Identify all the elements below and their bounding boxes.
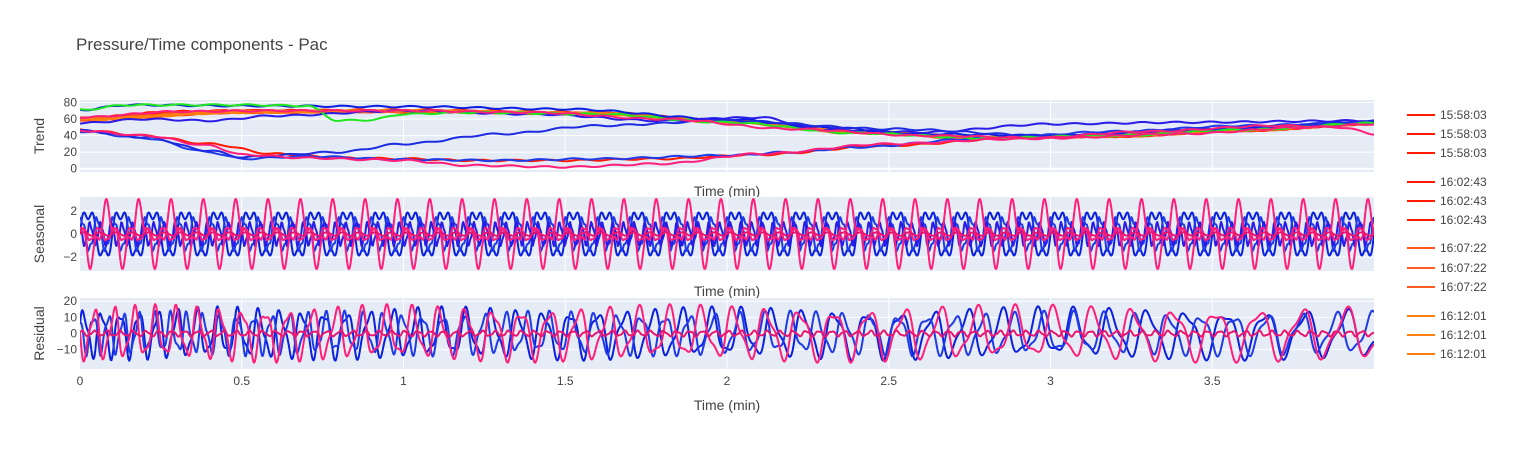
legend-entry[interactable]: 15:58:03 — [1407, 127, 1487, 141]
y-tick-label: 20 — [64, 145, 78, 159]
x-axis-title: Time (min) — [694, 183, 760, 199]
legend-label: 15:58:03 — [1440, 127, 1487, 141]
x-tick-label: 3.5 — [1204, 374, 1221, 388]
x-axis-title: Time (min) — [694, 397, 760, 413]
x-tick-label: 0 — [77, 374, 84, 388]
y-tick-label: 80 — [64, 95, 78, 109]
legend-entry[interactable]: 16:02:43 — [1407, 213, 1487, 227]
legend-label: 16:07:22 — [1440, 280, 1487, 294]
y-tick-label: 20 — [64, 294, 78, 308]
legend-entry[interactable]: 16:07:22 — [1407, 261, 1487, 275]
legend-entry[interactable]: 16:12:01 — [1407, 328, 1487, 342]
x-axis-title: Time (min) — [694, 283, 760, 299]
legend-entry[interactable]: 16:07:22 — [1407, 280, 1487, 294]
x-tick-label: 0.5 — [233, 374, 250, 388]
legend-label: 16:12:01 — [1440, 347, 1487, 361]
y-tick-label: −10 — [57, 343, 78, 357]
chart-title: Pressure/Time components - Pac — [76, 35, 328, 54]
y-tick-label: 40 — [64, 129, 78, 143]
y-tick-label: 10 — [64, 310, 78, 324]
legend-entry[interactable]: 16:07:22 — [1407, 241, 1487, 255]
x-tick-label: 1.5 — [557, 374, 574, 388]
legend-label: 16:07:22 — [1440, 241, 1487, 255]
y-tick-label: −2 — [63, 250, 77, 264]
panel-seasonal: −2 0 2 Time (min) Seasonal — [31, 197, 1374, 299]
legend-entry[interactable]: 16:02:43 — [1407, 194, 1487, 208]
y-tick-label: 0 — [70, 327, 77, 341]
y-tick-label: 0 — [70, 162, 77, 176]
legend-label: 16:02:43 — [1440, 194, 1487, 208]
y-axis-title: Residual — [31, 306, 47, 360]
legend-entry[interactable]: 16:02:43 — [1407, 175, 1487, 189]
legend-entry[interactable]: 15:58:03 — [1407, 108, 1487, 122]
x-tick-label: 3 — [1047, 374, 1054, 388]
y-tick-label: 0 — [70, 227, 77, 241]
y-tick-label: 60 — [64, 112, 78, 126]
x-tick-label: 2.5 — [880, 374, 897, 388]
panel-residual: −10 0 10 20 0 0.5 1 1.5 2 2.5 3 3.5 Time (min) Residu… — [31, 294, 1374, 413]
legend-entry[interactable]: 16:12:01 — [1407, 347, 1487, 361]
legend-label: 16:02:43 — [1440, 175, 1487, 189]
legend-label: 16:07:22 — [1440, 261, 1487, 275]
legend-entry[interactable]: 16:12:01 — [1407, 309, 1487, 323]
legend-label: 15:58:03 — [1440, 146, 1487, 160]
y-tick-label: 2 — [70, 204, 77, 218]
x-tick-label: 2 — [724, 374, 731, 388]
legend-label: 16:02:43 — [1440, 213, 1487, 227]
legend-entry[interactable]: 15:58:03 — [1407, 146, 1487, 160]
legend-label: 16:12:01 — [1440, 309, 1487, 323]
y-axis-title: Trend — [31, 118, 47, 154]
legend-label: 16:12:01 — [1440, 328, 1487, 342]
y-axis-title: Seasonal — [31, 205, 47, 263]
x-tick-label: 1 — [400, 374, 407, 388]
legend-label: 15:58:03 — [1440, 108, 1487, 122]
legend: 15:58:03 15:58:03 15:58:03 16:02:43 16:02:43… — [1407, 108, 1487, 361]
panel-trend: 0 20 40 60 80 Time (min) Trend — [31, 95, 1374, 199]
